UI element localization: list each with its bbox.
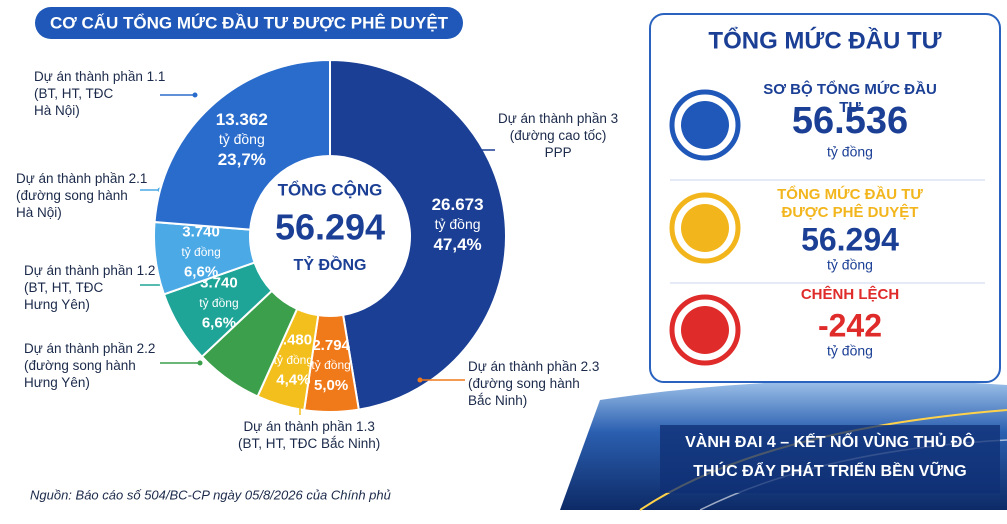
unit-label: tỷ đồng — [199, 296, 238, 310]
unit-label: tỷ đồng — [181, 245, 220, 259]
summary-value: 56.294 — [801, 221, 899, 257]
banner-box — [660, 425, 1000, 493]
percent-label: 5,0% — [314, 377, 348, 394]
pie-slice — [329, 58, 507, 411]
summary-panel — [649, 13, 1001, 383]
unit-label: tỷ đồng — [219, 131, 265, 147]
summary-label: CHÊNH LỆCH — [800, 286, 900, 303]
percent-label: 47,4% — [433, 235, 481, 254]
leader-dot — [197, 360, 203, 366]
summary-unit: tỷ đồng — [827, 257, 873, 273]
category-label: Dự án thành phần 3 (đường cao tốc) PPP — [498, 111, 619, 160]
category-label: Dự án thành phần 2.1 (đường song hành Hà… — [16, 171, 148, 220]
value-label: 3.740 — [182, 224, 220, 241]
unit-label: tỷ đồng — [311, 358, 350, 372]
banner-line: THÚC ĐẨY PHÁT TRIỂN BỀN VỮNG — [693, 460, 966, 480]
value-label: 26.673 — [432, 195, 484, 214]
percent-label: 4,4% — [276, 372, 310, 389]
leader-dot — [192, 92, 198, 98]
summary-value: -242 — [818, 307, 882, 343]
icon-core — [681, 101, 729, 149]
summary-label: SƠ BỘ TỔNG MỨC ĐẦU TƯ — [763, 81, 937, 116]
summary-value: 56.536 — [792, 100, 908, 142]
leader-dot — [297, 397, 303, 403]
icon-core — [681, 204, 729, 252]
percent-label: 23,7% — [218, 150, 266, 169]
icon-core — [681, 306, 729, 354]
center-unit: TỶ ĐỒNG — [294, 255, 367, 274]
category-label: Dự án thành phần 2.2 (đường song hành Hư… — [24, 341, 156, 390]
source: Nguồn: Báo cáo số 504/BC-CP ngày 05/8/20… — [30, 487, 391, 502]
title-pill — [35, 7, 463, 39]
unit-label: tỷ đồng — [274, 353, 313, 367]
chart-title: CƠ CẤU TỔNG MỨC ĐẦU TƯ ĐƯỢC PHÊ DUYỆT — [50, 13, 449, 32]
banner-line: VÀNH ĐAI 4 – KẾT NỐI VÙNG THỦ ĐÔ — [685, 431, 975, 451]
percent-label: 6,6% — [202, 315, 236, 332]
center-hole — [252, 158, 408, 314]
category-label: Dự án thành phần 1.3 (BT, HT, TĐC Bắc Ni… — [238, 419, 381, 451]
summary-unit: tỷ đồng — [827, 343, 873, 359]
value-label: 2.794 — [312, 337, 350, 354]
summary-label: TỔNG MỨC ĐẦU TƯ ĐƯỢC PHÊ DUYỆT — [777, 186, 923, 221]
category-label: Dự án thành phần 1.1 (BT, HT, TĐC Hà Nội… — [34, 69, 166, 118]
category-label: Dự án thành phần 2.3 (đường song hành Bắ… — [468, 359, 600, 408]
leader-dot — [417, 377, 423, 383]
category-label: Dự án thành phần 1.2 (BT, HT, TĐC Hưng Y… — [24, 263, 156, 312]
value-label: 13.362 — [216, 110, 268, 129]
summary-title: TỔNG MỨC ĐẦU TƯ — [708, 26, 941, 54]
unit-label: tỷ đồng — [435, 216, 481, 232]
leader-dot — [467, 147, 473, 153]
pie-slice — [153, 58, 331, 231]
center-label: TỔNG CỘNG — [278, 180, 383, 199]
percent-label: 6,6% — [184, 264, 218, 281]
summary-unit: tỷ đồng — [827, 144, 873, 160]
center-value: 56.294 — [275, 207, 385, 248]
